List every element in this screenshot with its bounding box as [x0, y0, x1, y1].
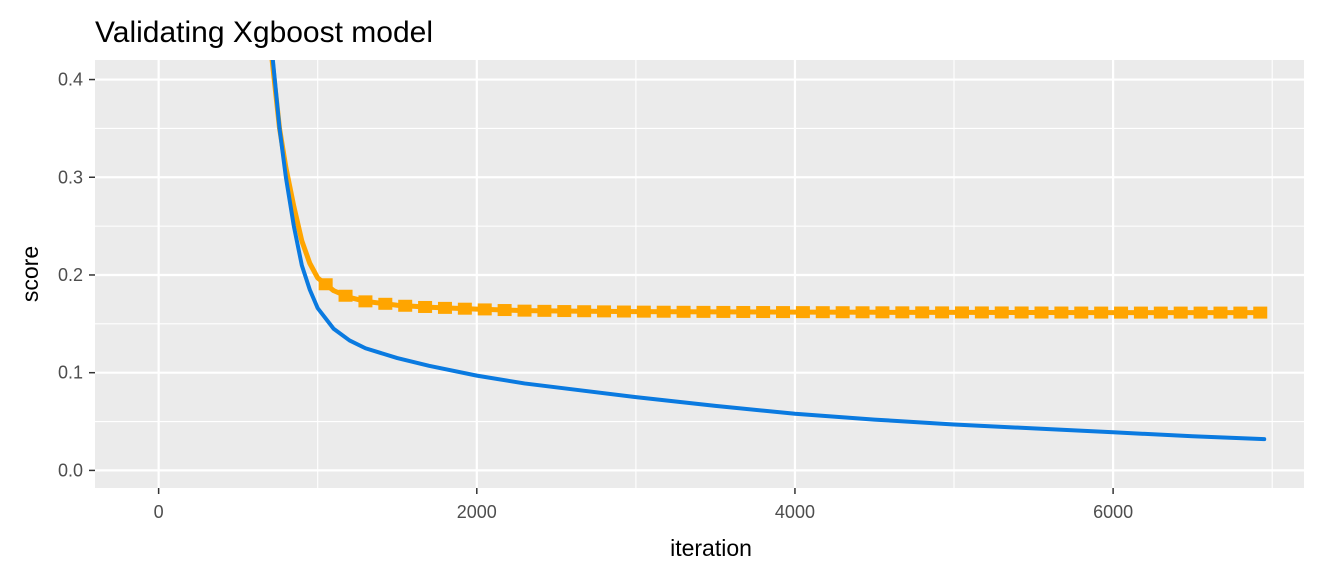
x-tick-label: 0 [154, 502, 164, 522]
series-2-marker [855, 306, 870, 319]
major-gridlines [95, 60, 1304, 488]
series-2-marker [537, 304, 552, 317]
x-tick-label: 6000 [1093, 502, 1133, 522]
series-2-marker [994, 306, 1009, 319]
series-2-marker [895, 306, 910, 319]
series-2 [269, 60, 1268, 319]
series-2-marker [418, 300, 433, 313]
x-tick-label: 4000 [775, 502, 815, 522]
x-tick-label: 2000 [457, 502, 497, 522]
series-1-line [270, 60, 1267, 442]
y-tick-label: 0.1 [58, 363, 83, 383]
series-2-marker [318, 278, 333, 291]
series-2-marker [795, 306, 810, 319]
series-2-marker [1193, 306, 1208, 319]
series-2-marker [378, 297, 393, 310]
y-tick-label: 0.4 [58, 70, 83, 90]
y-tick-label: 0.0 [58, 460, 83, 480]
series-2-marker [477, 303, 492, 316]
series-2-marker [835, 306, 850, 319]
series-2-marker [517, 304, 532, 317]
series-2-marker [716, 305, 731, 318]
series-2-marker [358, 295, 373, 308]
series-2-marker [1034, 306, 1049, 319]
series-2-marker [1054, 306, 1069, 319]
x-axis-label: iteration [670, 535, 752, 561]
tick-layer: 0 2000 4000 6000 0.0 0.1 0.2 0.3 0.4 [58, 70, 1133, 522]
series-2-marker [1133, 306, 1148, 319]
series-2-marker [1094, 306, 1109, 319]
series-2-marker [815, 306, 830, 319]
series-2-marker [1213, 306, 1228, 319]
series-2-marker [776, 306, 791, 319]
series-2-marker [656, 305, 671, 318]
series-2-marker [616, 305, 631, 318]
series-2-marker [497, 304, 512, 317]
series-2-marker [676, 305, 691, 318]
series-2-marker [954, 306, 969, 319]
y-tick-label: 0.3 [58, 167, 83, 187]
series-2-marker [1014, 306, 1029, 319]
series-2-marker [736, 305, 751, 318]
series-2-marker [1114, 306, 1129, 319]
series-2-marker [437, 301, 452, 314]
series-2-marker [1074, 306, 1089, 319]
series-2-marker [696, 305, 711, 318]
series-2-marker [1233, 306, 1248, 319]
series-1 [270, 60, 1267, 442]
y-tick-label: 0.2 [58, 265, 83, 285]
chart-title: Validating Xgboost model [95, 16, 433, 49]
series-2-marker [1173, 306, 1188, 319]
series-2-marker [1153, 306, 1168, 319]
series-2-marker [974, 306, 989, 319]
series-2-marker [875, 306, 890, 319]
series-2-marker [457, 302, 472, 315]
series-2-marker [636, 305, 651, 318]
series-2-marker [338, 289, 353, 302]
series-2-marker [557, 305, 572, 318]
series-layer [269, 60, 1268, 442]
series-2-marker [577, 305, 592, 318]
series-2-marker [915, 306, 930, 319]
series-2-marker [398, 299, 413, 312]
y-axis-label: score [17, 246, 43, 302]
series-2-marker [756, 306, 771, 319]
series-2-marker [597, 305, 612, 318]
series-2-marker [935, 306, 950, 319]
series-2-marker [1253, 306, 1268, 319]
